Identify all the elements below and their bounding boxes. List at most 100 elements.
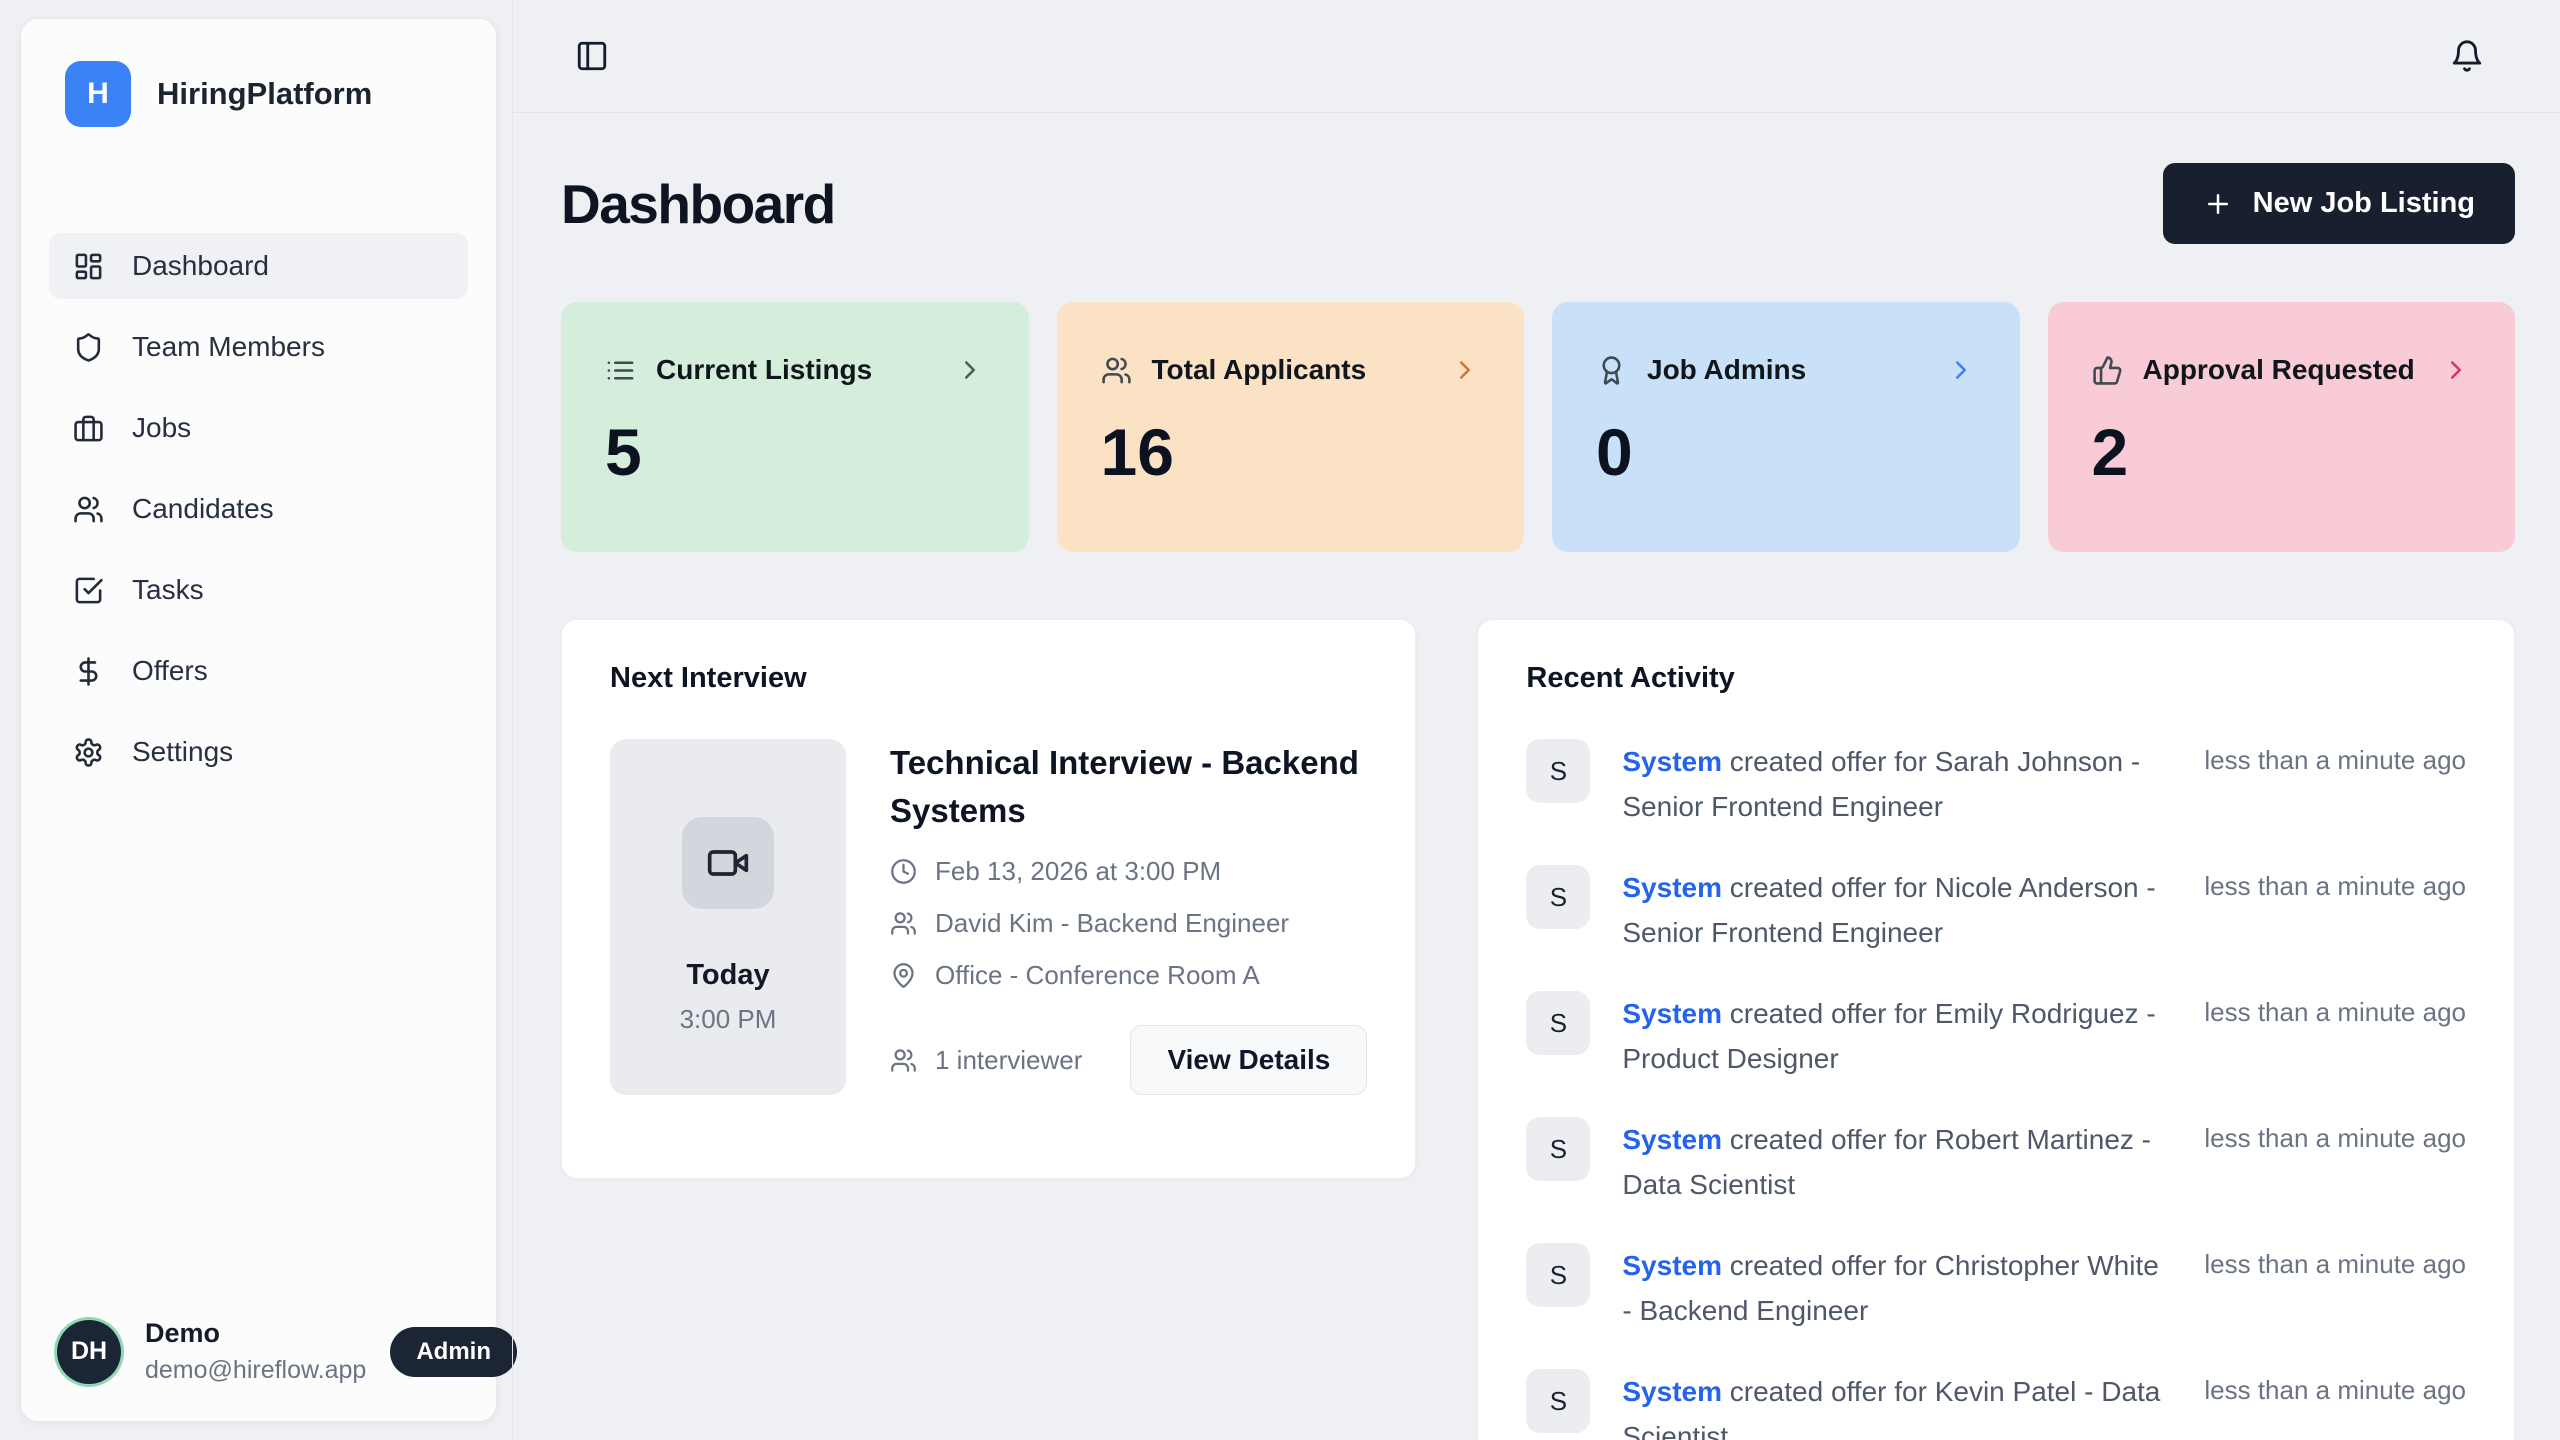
chevron-right-icon	[1450, 355, 1480, 385]
view-details-button[interactable]: View Details	[1130, 1025, 1368, 1095]
activity-actor: System	[1622, 1250, 1722, 1281]
sidebar-item-label: Team Members	[132, 331, 325, 362]
activity-text: System created offer for Robert Martinez…	[1622, 1117, 2172, 1207]
shield-icon	[73, 332, 104, 363]
interview-date-box: Today 3:00 PM	[610, 739, 846, 1095]
bell-icon	[2450, 39, 2484, 73]
stat-value: 2	[2091, 415, 2129, 489]
main-area: Dashboard New Job Listing Current Listin…	[512, 0, 2560, 1440]
next-interview-title: Next Interview	[610, 662, 807, 694]
stat-card-approval-requested[interactable]: Approval Requested 2	[2047, 302, 2515, 552]
interview-location-row: Office - Conference Room A	[890, 960, 1367, 991]
sidebar-item-label: Settings	[132, 736, 234, 767]
stat-head: Total Applicants	[1101, 354, 1481, 386]
new-job-listing-button[interactable]: New Job Listing	[2162, 163, 2515, 244]
stat-card-current-listings[interactable]: Current Listings 5	[561, 302, 1029, 552]
activity-timestamp: less than a minute ago	[2204, 1123, 2466, 1153]
activity-text: System created offer for Nicole Anderson…	[1622, 865, 2172, 955]
activity-actor: System	[1622, 1376, 1722, 1407]
new-job-listing-label: New Job Listing	[2252, 187, 2475, 219]
activity-avatar: S	[1526, 739, 1591, 803]
sidebar-item-dashboard[interactable]: Dashboard	[49, 233, 468, 299]
sidebar-item-jobs[interactable]: Jobs	[49, 395, 468, 461]
sidebar-item-label: Jobs	[132, 412, 192, 443]
gear-icon	[73, 737, 104, 768]
recent-activity-panel: Recent Activity S System created offer f…	[1477, 619, 2515, 1440]
interview-datetime-row: Feb 13, 2026 at 3:00 PM	[890, 856, 1367, 887]
stat-head: Job Admins	[1596, 354, 1976, 386]
stat-value: 16	[1100, 415, 1174, 489]
activity-item: S System created offer for Kevin Patel -…	[1526, 1369, 2466, 1440]
sidebar-item-label: Offers	[132, 655, 208, 686]
activity-description: created offer for Sarah Johnson - Senior…	[1622, 746, 2141, 822]
plus-icon	[2203, 189, 2233, 219]
interview-bottom-row: 1 interviewer View Details	[890, 1025, 1368, 1095]
activity-avatar: S	[1526, 865, 1591, 929]
video-tile	[682, 817, 774, 909]
sidebar-nav: Dashboard Team Members Jobs Candidates T…	[49, 233, 468, 785]
notifications-button[interactable]	[2450, 39, 2484, 73]
interview-job-title: Technical Interview - Backend Systems	[890, 744, 1359, 829]
stat-label: Current Listings	[656, 354, 873, 385]
activity-item: S System created offer for Christopher W…	[1526, 1243, 2466, 1333]
activity-actor: System	[1622, 872, 1722, 903]
sidebar-toggle-button[interactable]	[575, 39, 609, 73]
stats-row: Current Listings 5 Total Applicants	[561, 302, 2515, 552]
user-profile[interactable]: DH Demo demo@hireflow.app Admin	[49, 1318, 518, 1385]
activity-avatar: S	[1526, 1243, 1591, 1307]
user-email: demo@hireflow.app	[145, 1356, 367, 1384]
activity-list: S System created offer for Sarah Johnson…	[1526, 739, 2466, 1440]
sidebar-item-team-members[interactable]: Team Members	[49, 314, 468, 380]
activity-timestamp: less than a minute ago	[2204, 745, 2466, 775]
activity-avatar: S	[1526, 1117, 1591, 1181]
brand-name: HiringPlatform	[157, 76, 373, 111]
sidebar-item-candidates[interactable]: Candidates	[49, 476, 468, 542]
activity-description: created offer for Nicole Anderson - Seni…	[1622, 872, 2156, 948]
chevron-right-icon	[955, 355, 985, 385]
activity-item: S System created offer for Emily Rodrigu…	[1526, 991, 2466, 1081]
stat-label: Total Applicants	[1151, 354, 1367, 385]
activity-timestamp: less than a minute ago	[2204, 1375, 2466, 1405]
interview-day: Today	[686, 959, 770, 991]
check-square-icon	[73, 575, 104, 606]
dollar-icon	[73, 656, 104, 687]
sidebar-item-label: Tasks	[132, 574, 204, 605]
content: Dashboard New Job Listing Current Listin…	[513, 113, 2560, 1440]
interview-time: 3:00 PM	[679, 1004, 777, 1034]
layout-dashboard-icon	[73, 251, 104, 282]
activity-timestamp: less than a minute ago	[2204, 871, 2466, 901]
activity-item: S System created offer for Robert Martin…	[1526, 1117, 2466, 1207]
panels-row: Next Interview Today 3:00 PM Technical I…	[561, 619, 2515, 1440]
stat-value: 0	[1596, 415, 1633, 489]
map-pin-icon	[890, 962, 917, 989]
sidebar-item-label: Dashboard	[132, 250, 269, 281]
users-icon	[890, 910, 917, 937]
users-icon	[1101, 355, 1132, 386]
page-title: Dashboard	[561, 172, 836, 235]
activity-text: System created offer for Emily Rodriguez…	[1622, 991, 2172, 1081]
video-camera-icon	[706, 841, 750, 885]
sidebar-item-tasks[interactable]: Tasks	[49, 557, 468, 623]
brand-logo: H	[65, 61, 131, 127]
next-interview-panel: Next Interview Today 3:00 PM Technical I…	[561, 619, 1417, 1179]
interview-datetime: Feb 13, 2026 at 3:00 PM	[935, 856, 1222, 886]
users-icon	[73, 494, 104, 525]
activity-description: created offer for Robert Martinez - Data…	[1622, 1124, 2151, 1200]
topbar	[513, 0, 2560, 113]
content-header: Dashboard New Job Listing	[561, 163, 2515, 244]
activity-item: S System created offer for Sarah Johnson…	[1526, 739, 2466, 829]
chevron-right-icon	[2441, 355, 2471, 385]
activity-actor: System	[1622, 998, 1722, 1029]
stat-card-total-applicants[interactable]: Total Applicants 16	[1056, 302, 1524, 552]
interview-person-row: David Kim - Backend Engineer	[890, 908, 1367, 939]
sidebar: H HiringPlatform Dashboard Team Members …	[20, 18, 518, 1422]
sidebar-item-settings[interactable]: Settings	[49, 719, 468, 785]
users-icon	[890, 1047, 917, 1074]
recent-activity-title: Recent Activity	[1526, 662, 1735, 694]
activity-description: created offer for Emily Rodriguez - Prod…	[1622, 998, 2156, 1074]
interviewer-count-label: 1 interviewer	[935, 1044, 1083, 1075]
stat-card-job-admins[interactable]: Job Admins 0	[1552, 302, 2020, 552]
sidebar-item-offers[interactable]: Offers	[49, 638, 468, 704]
interviewer-count: 1 interviewer	[890, 1045, 1082, 1076]
activity-description: created offer for Kevin Patel - Data Sci…	[1622, 1376, 2161, 1440]
